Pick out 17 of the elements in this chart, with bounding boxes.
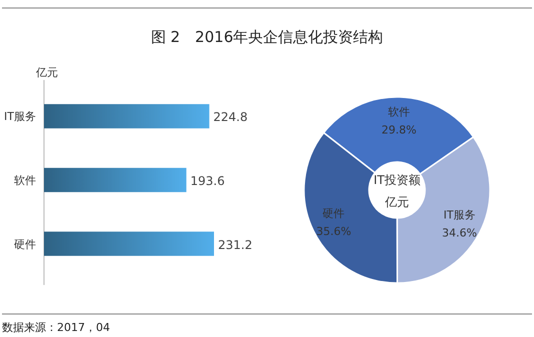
slice-label: IT服务 [444,208,476,222]
y-tick-label: 硬件 [14,238,36,251]
text: 图 2 2016年央企信息化投资结构 [150,28,384,46]
slice-label: 软件 [388,106,410,119]
data-label: 231.2 [218,238,252,252]
y-tick-label: IT服务 [4,110,36,124]
source-note: 数据来源：2017，04 [2,321,110,334]
text: 亿元 [384,195,409,209]
data-label: 29.8% [382,124,416,137]
data-label: 193.6 [190,174,225,188]
text: IT投资额 [374,173,420,187]
y-tick-label: 软件 [14,174,36,187]
data-label: 35.6% [316,224,352,238]
slice-label: 硬件 [322,206,345,220]
data-label: 224.8 [213,110,248,124]
data-label: 34.6% [442,226,477,240]
x-axis-title: 亿元 [35,66,58,79]
